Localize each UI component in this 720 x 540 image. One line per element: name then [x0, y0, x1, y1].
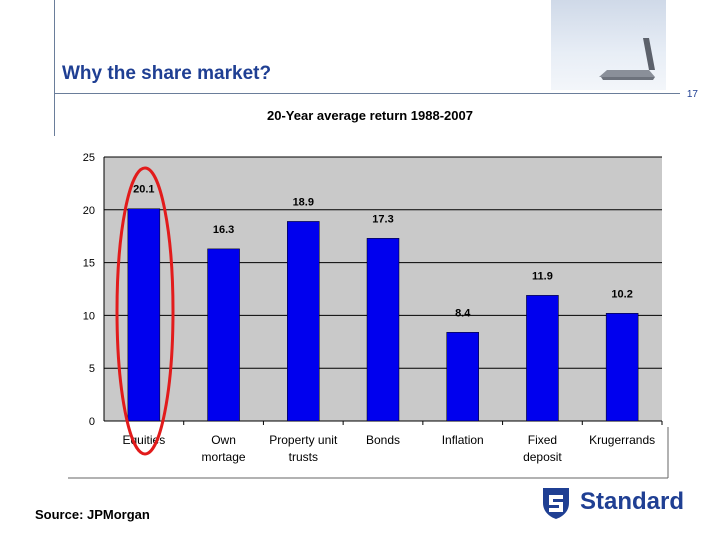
laptop-photo: [551, 0, 666, 90]
category-label: Inflation: [442, 433, 484, 447]
category-label: mortage: [202, 450, 246, 464]
category-label: Property unit: [269, 433, 338, 447]
decorative-horizontal-line: [54, 93, 680, 94]
data-label: 10.2: [611, 288, 632, 300]
data-label: 20.1: [133, 184, 154, 196]
decorative-vertical-line: [54, 0, 55, 136]
category-label: deposit: [523, 450, 562, 464]
data-label: 16.3: [213, 224, 234, 236]
chart-title: 20-Year average return 1988-2007: [267, 108, 473, 123]
bar: [446, 332, 479, 422]
data-label: 11.9: [532, 270, 553, 282]
data-label: 18.9: [293, 196, 314, 208]
highlight-ellipse: [115, 166, 175, 456]
logo-text: Standard: [580, 488, 685, 515]
standard-bank-logo: Standard: [538, 485, 684, 521]
y-tick-label: 0: [89, 416, 95, 428]
bar: [366, 238, 400, 422]
y-tick-label: 15: [83, 258, 95, 270]
bar-chart: 20-Year average return 1988-2007 0 5 10 15 20…: [68, 108, 669, 479]
y-tick-label: 20: [83, 205, 95, 217]
bar: [207, 248, 240, 422]
data-label: 17.3: [372, 213, 393, 225]
bar: [605, 313, 639, 422]
category-label: Krugerrands: [589, 433, 655, 447]
y-tick-label: 5: [89, 363, 95, 375]
bar: [526, 295, 559, 422]
category-label: trusts: [289, 450, 318, 464]
source-note: Source: JPMorgan: [35, 507, 150, 522]
chart-frame: 20-Year average return 1988-2007 0 5 10 15 20…: [68, 100, 672, 480]
data-label: 8.4: [455, 307, 471, 319]
category-label: Fixed: [528, 433, 557, 447]
page-number: 17: [686, 89, 698, 100]
category-label: Own: [211, 433, 236, 447]
bar: [287, 221, 320, 422]
slide-title: Why the share market?: [62, 63, 272, 84]
bar: [127, 208, 161, 422]
y-tick-label: 25: [83, 152, 95, 164]
category-label: Bonds: [366, 433, 400, 447]
y-tick-label: 10: [83, 310, 95, 322]
shield-icon: [543, 488, 569, 519]
